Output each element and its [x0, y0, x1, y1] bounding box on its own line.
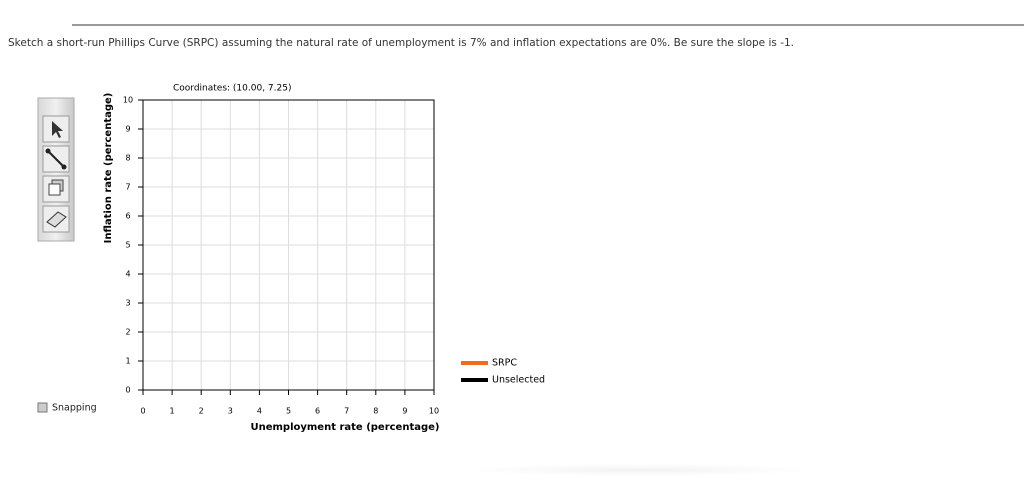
- x-tick-label: 5: [286, 407, 291, 416]
- x-tick-label: 4: [257, 407, 262, 416]
- x-tick-label: 7: [344, 407, 349, 416]
- legend: SRPC Unselected: [461, 358, 545, 386]
- plot-frame: [142, 99, 435, 391]
- x-tick-label: 2: [199, 407, 204, 416]
- snapping-checkbox[interactable]: [37, 402, 48, 413]
- x-axis-label: Unemployment rate (percentage): [250, 422, 439, 433]
- line-icon-end: [45, 148, 51, 154]
- x-tick-label: 0: [140, 407, 145, 416]
- shadow: [470, 464, 810, 476]
- x-tick-label: 1: [170, 407, 175, 416]
- y-tick-label: 6: [125, 212, 130, 221]
- y-tick-label: 2: [125, 328, 130, 337]
- coordinates: Coordinates: (10.00, 7.25): [173, 84, 291, 94]
- y-axis-label: Inflation rate (percentage): [103, 93, 114, 244]
- y-tick-label: 3: [125, 299, 130, 308]
- snapping-label: Snapping: [52, 403, 97, 414]
- toolbar: [37, 97, 75, 242]
- legend-label: Unselected: [492, 375, 545, 386]
- copy-icon: [48, 183, 61, 196]
- y-tick-label: 9: [125, 125, 130, 134]
- plot: 0 1 2 3 4 5 6 7 8 9 10 0 1 2 3 4 5 6 7 8 9 10: [123, 96, 439, 416]
- y-tick-label: 1: [125, 357, 130, 366]
- x-tick-label: 8: [373, 407, 378, 416]
- y-tick-label: 5: [125, 241, 130, 250]
- x-tick-label: 3: [228, 407, 233, 416]
- y-tick-label: 10: [123, 96, 133, 105]
- y-tick-label: 8: [125, 154, 130, 163]
- eraser-icon: [46, 211, 67, 228]
- x-tick-label: 10: [429, 407, 439, 416]
- arrow-icon: [52, 121, 63, 138]
- legend-label: SRPC: [492, 358, 517, 369]
- y-tick-label: 0: [125, 386, 130, 395]
- y-tick-label: 4: [125, 270, 130, 279]
- line-icon-end: [61, 164, 67, 170]
- y-tick-label: 7: [125, 183, 130, 192]
- question: Sketch a short-run Phillips Curve (SRPC)…: [8, 37, 794, 49]
- line-icon: [47, 150, 65, 168]
- x-tick-label: 9: [402, 407, 407, 416]
- x-tick-label: 6: [315, 407, 320, 416]
